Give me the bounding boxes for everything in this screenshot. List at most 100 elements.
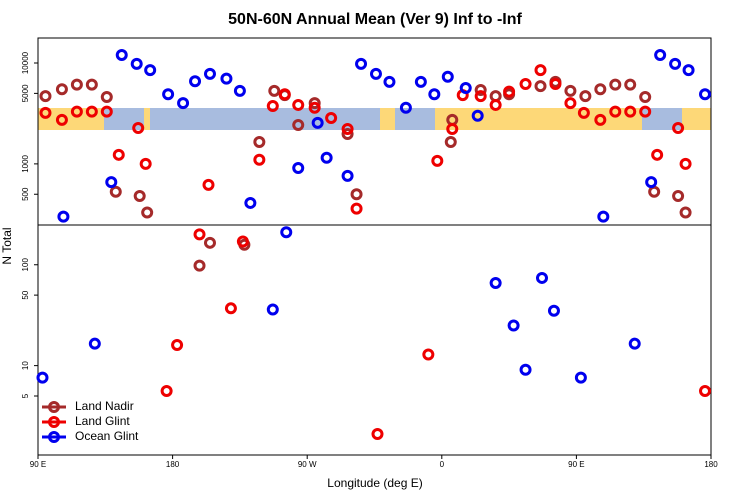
point [311,116,324,129]
point [597,210,610,223]
y-tick-label: 5000 [21,84,30,102]
point [70,78,83,91]
point [280,226,293,239]
ocean-band [395,108,435,130]
point [669,57,682,70]
point [292,118,305,131]
point [141,206,154,219]
point [115,49,128,62]
point [266,303,279,316]
point [564,97,577,110]
plot-frame [37,37,712,456]
legend-marker [48,416,60,428]
legend-label: Land Nadir [75,399,134,413]
point [132,121,145,134]
legend-marker [48,401,60,413]
point [350,202,363,215]
ocean-band [642,108,682,130]
point [139,157,152,170]
point [130,57,143,70]
x-tick-label: 90 W [298,460,317,469]
point [639,105,652,118]
point [564,84,577,97]
point [39,106,52,119]
point [320,151,333,164]
point [609,105,622,118]
point [57,210,70,223]
point [55,83,68,96]
point [624,78,637,91]
point [682,64,695,77]
point [534,80,547,93]
point [162,88,175,101]
point [325,112,338,125]
point [144,64,157,77]
point [203,236,216,249]
x-tick-label: 90 E [568,460,584,469]
point [577,106,590,119]
x-tick-label: 180 [704,460,718,469]
point [444,135,457,148]
point [549,77,562,90]
legend-label: Land Glint [75,414,130,428]
point [441,70,454,83]
point [679,157,692,170]
x-tick-label: 180 [166,460,180,469]
point [268,84,281,97]
point [109,185,122,198]
point [574,371,587,384]
y-tick-label: 10 [21,361,30,370]
point [519,363,532,376]
point [253,153,266,166]
point [679,206,692,219]
point [672,190,685,203]
point [471,109,484,122]
point [105,176,118,189]
point [651,148,664,161]
point [594,83,607,96]
y-tick-label: 500 [21,187,30,201]
point [88,337,101,350]
point [639,91,652,104]
point [177,97,190,110]
point [594,113,607,126]
point [36,371,49,384]
point [609,78,622,91]
point [193,228,206,241]
point [193,259,206,272]
point [160,385,173,398]
point [446,122,459,135]
point [519,77,532,90]
point [341,169,354,182]
point [383,75,396,88]
point [253,135,266,148]
point [399,101,412,114]
point [70,105,83,118]
point [428,88,441,101]
point [459,82,472,95]
point [171,339,184,352]
point [308,97,321,110]
point [579,90,592,103]
legend-marker [48,431,60,443]
point [292,98,305,111]
point [536,271,549,284]
point [355,57,368,70]
legend-label: Ocean Glint [75,429,139,443]
y-tick-label: 5 [21,393,30,398]
point [414,75,427,88]
point [55,113,68,126]
point [292,162,305,175]
point [648,185,661,198]
point [369,67,382,80]
point [489,98,502,111]
point [371,427,384,440]
point [628,337,641,350]
point [547,304,560,317]
point [100,91,113,104]
point [645,176,658,189]
x-tick-label: 90 E [30,460,46,469]
point [278,88,291,101]
point [422,348,435,361]
point [244,196,257,209]
